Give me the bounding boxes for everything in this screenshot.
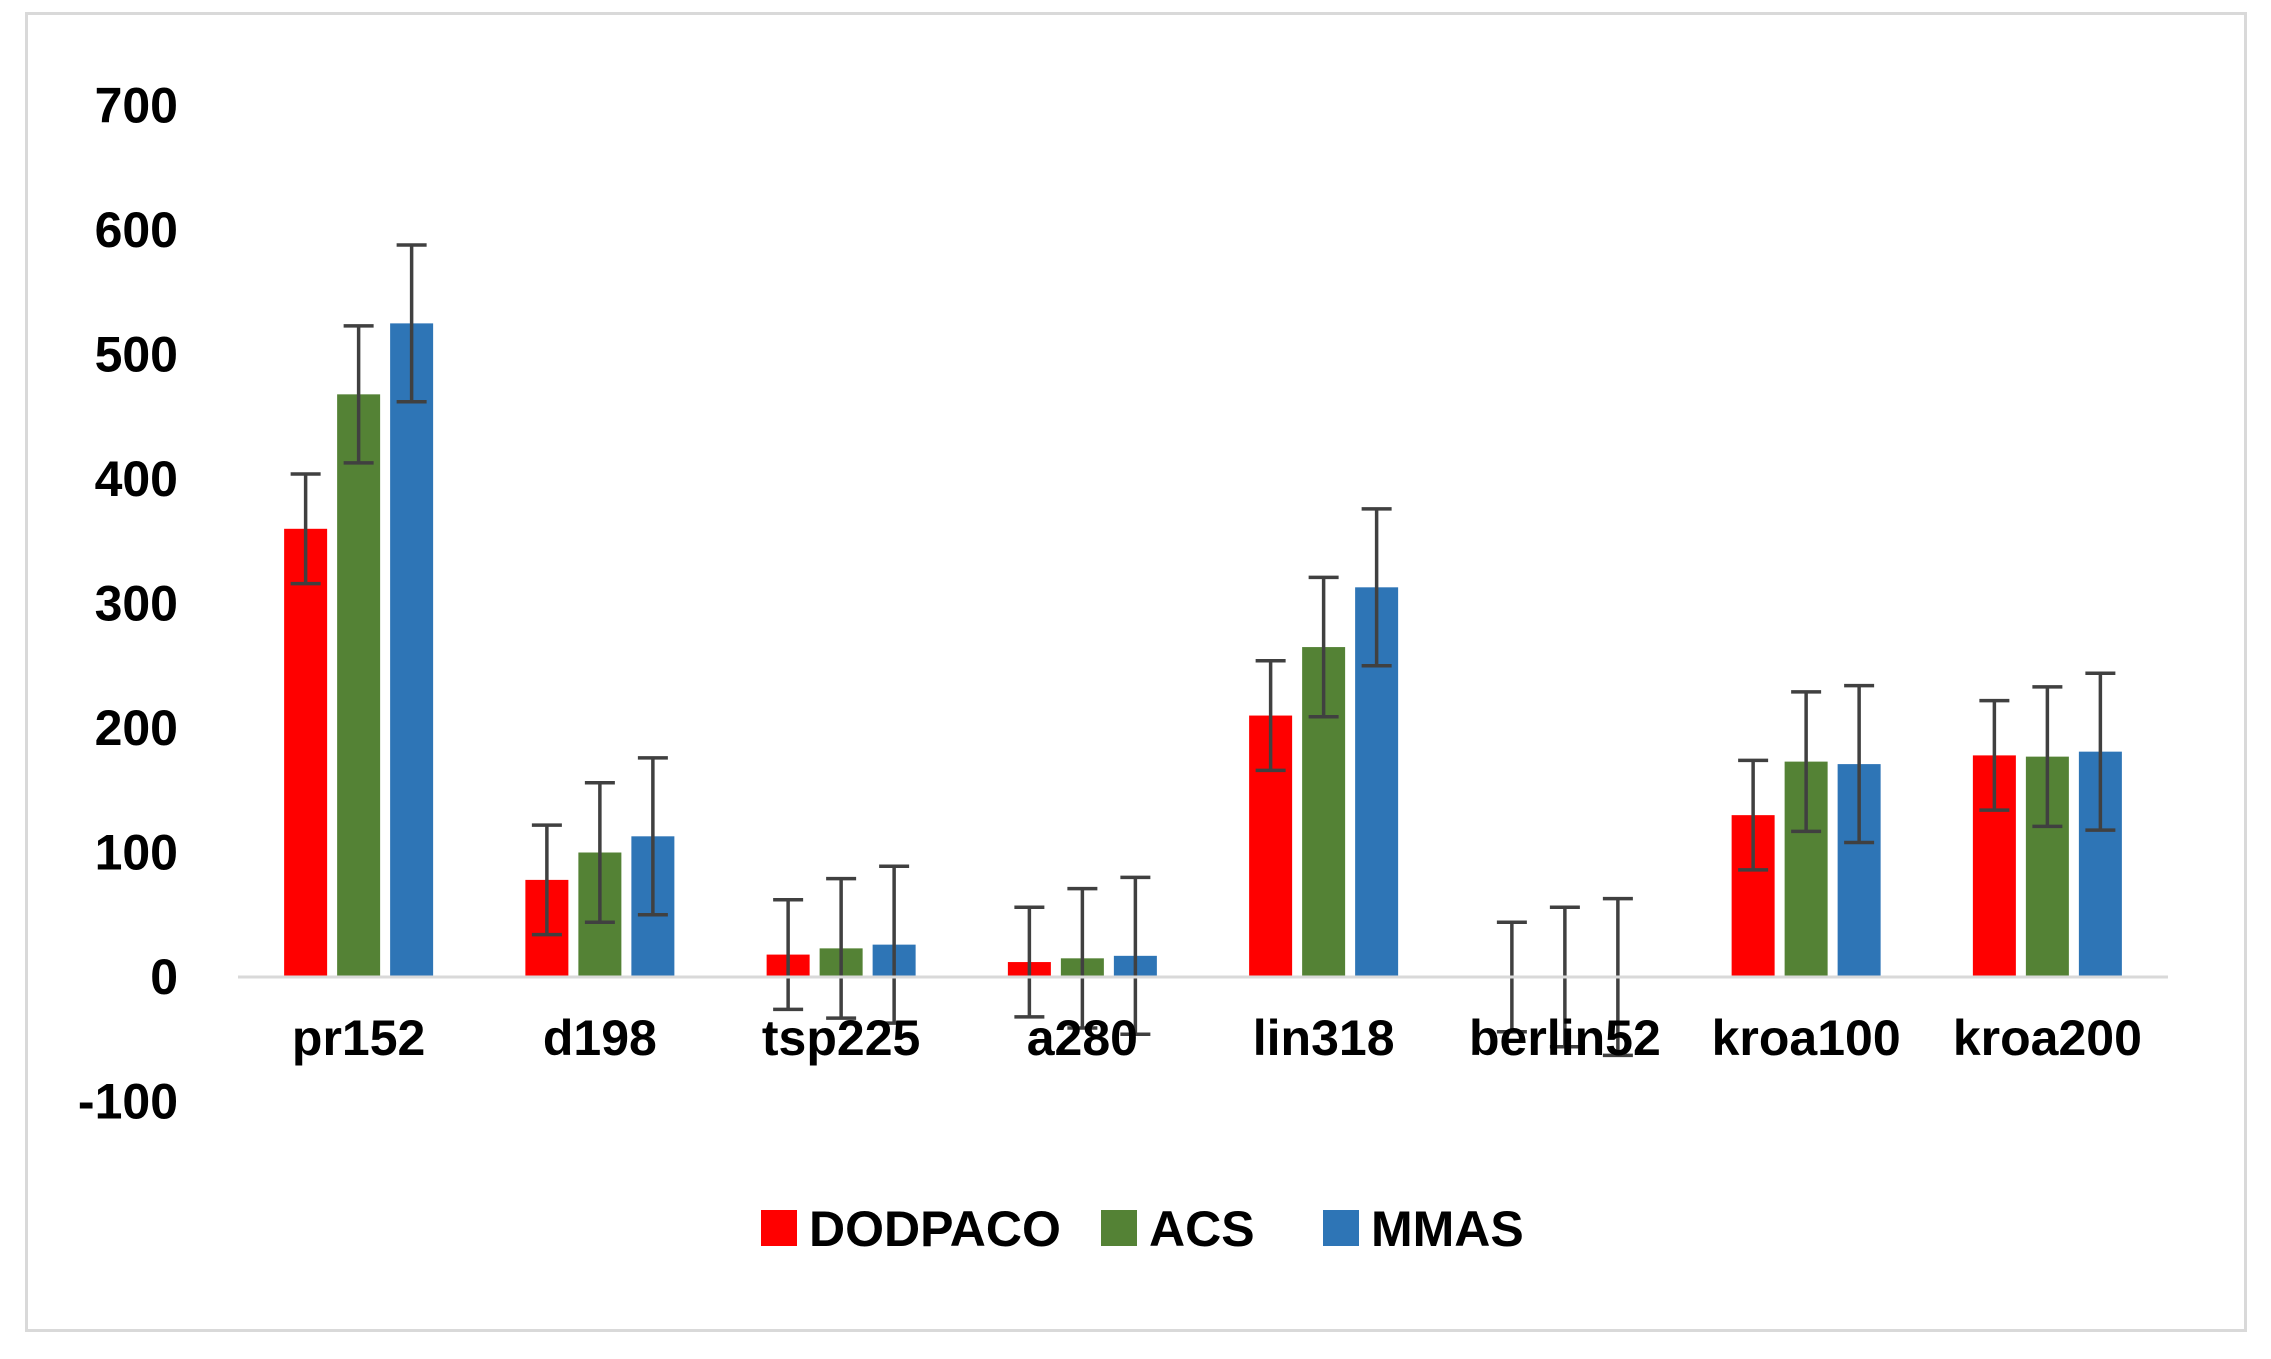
y-tick-label: 0 [150, 949, 178, 1005]
error-bar-dodpaco-lin318 [1255, 659, 1286, 773]
error-bar-dodpaco-tsp225 [773, 898, 804, 1012]
x-tick-label-a280: a280 [1027, 1010, 1138, 1066]
legend-label: DODPACO [809, 1201, 1061, 1257]
error-bars-layer [290, 243, 2116, 1058]
error-bar-mmas-d198 [637, 756, 668, 917]
x-tick-label-kroa200: kroa200 [1953, 1010, 2142, 1066]
error-bar-acs-tsp225 [826, 876, 857, 1020]
error-bar-acs-a280 [1067, 886, 1098, 1030]
bar-dodpaco-pr152 [284, 528, 328, 977]
y-tick-label: 100 [95, 825, 178, 881]
error-bar-dodpaco-pr152 [290, 472, 321, 586]
legend-swatch [761, 1210, 797, 1246]
x-tick-label-berlin52: berlin52 [1469, 1010, 1661, 1066]
y-tick-label: -100 [78, 1074, 178, 1130]
error-bar-acs-kroa100 [1791, 690, 1822, 834]
error-bar-mmas-pr152 [396, 243, 427, 404]
y-tick-label: 400 [95, 451, 178, 507]
x-tick-label-d198: d198 [543, 1010, 657, 1066]
legend-item-dodpaco: DODPACO [761, 1201, 1061, 1257]
legend-swatch [1101, 1210, 1137, 1246]
error-bar-acs-lin318 [1308, 575, 1339, 719]
error-bar-mmas-tsp225 [879, 864, 910, 1025]
bar-chart: -100 0 100 200 300 400 500 600 700 pr152 d198 tsp2… [78, 78, 2168, 1257]
error-bar-dodpaco-d198 [531, 823, 562, 937]
bars-layer [284, 323, 2122, 978]
x-tick-label-pr152: pr152 [292, 1010, 425, 1066]
y-tick-label: 600 [95, 202, 178, 258]
legend-label: ACS [1149, 1201, 1255, 1257]
legend-swatch [1323, 1210, 1359, 1246]
bar-mmas-pr152 [390, 323, 434, 977]
chart-frame: -100 0 100 200 300 400 500 600 700 pr152 d198 tsp2… [25, 12, 2247, 1332]
error-bar-mmas-kroa100 [1844, 683, 1875, 845]
error-bar-acs-pr152 [343, 324, 374, 465]
y-axis-ticks: -100 0 100 200 300 400 500 600 700 [78, 78, 178, 1130]
y-tick-label: 700 [95, 78, 178, 134]
y-tick-label: 300 [95, 576, 178, 632]
error-bar-dodpaco-kroa100 [1738, 758, 1769, 872]
legend: DODPACO ACS MMAS [761, 1201, 1524, 1257]
error-bar-acs-kroa200 [2032, 685, 2063, 829]
bar-acs-pr152 [337, 394, 381, 978]
error-bar-mmas-a280 [1120, 875, 1151, 1037]
error-bar-dodpaco-kroa200 [1979, 698, 2010, 812]
x-tick-label-kroa100: kroa100 [1712, 1010, 1901, 1066]
y-tick-label: 500 [95, 327, 178, 383]
legend-item-mmas: MMAS [1323, 1201, 1524, 1257]
error-bar-acs-d198 [584, 781, 615, 924]
error-bar-dodpaco-a280 [1014, 905, 1045, 1019]
legend-item-acs: ACS [1101, 1201, 1255, 1257]
error-bar-mmas-kroa200 [2085, 671, 2116, 832]
x-axis-ticks: pr152 d198 tsp225 a280 lin318 berlin52 kroa100… [292, 1010, 2142, 1066]
x-tick-label-tsp225: tsp225 [762, 1010, 920, 1066]
legend-label: MMAS [1371, 1201, 1524, 1257]
x-tick-label-lin318: lin318 [1253, 1010, 1395, 1066]
error-bar-mmas-lin318 [1361, 507, 1392, 668]
y-tick-label: 200 [95, 700, 178, 756]
